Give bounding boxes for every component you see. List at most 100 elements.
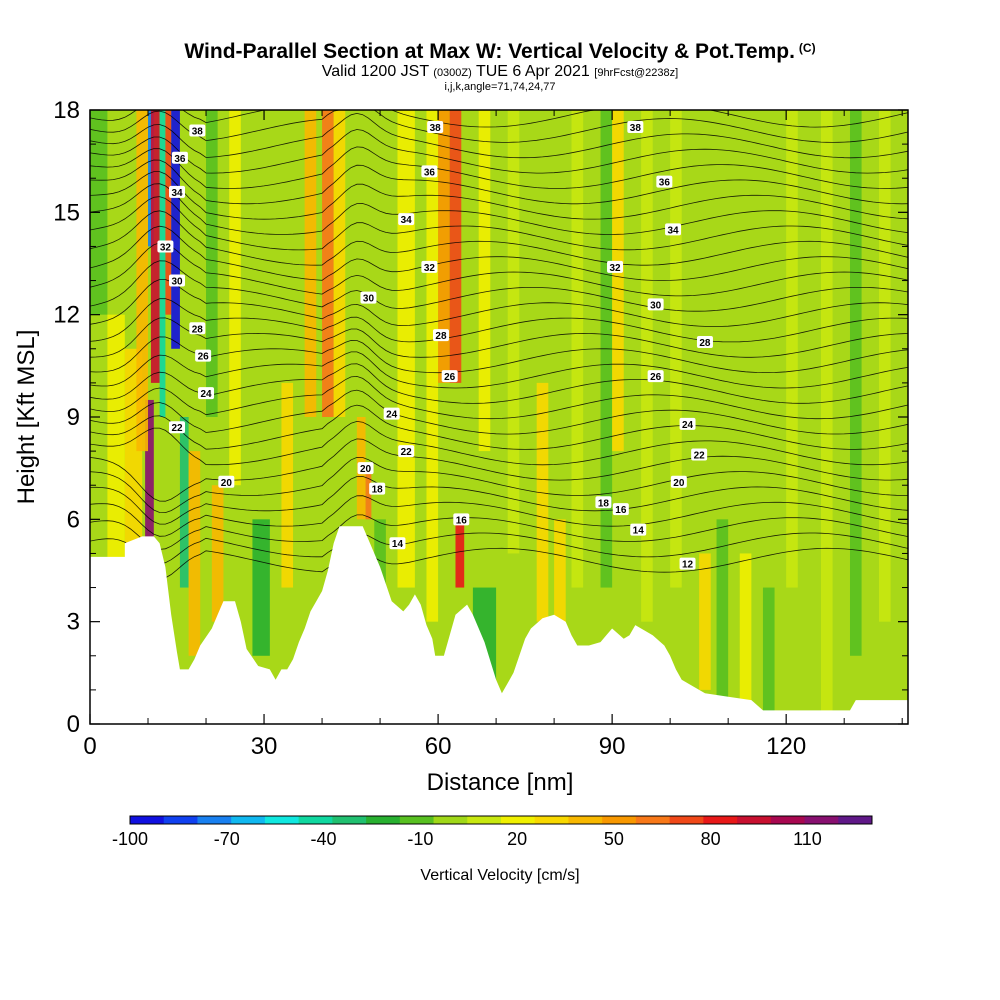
colorbar-swatch — [298, 816, 333, 824]
contour-label-box — [665, 223, 682, 236]
colorbar-swatch — [399, 816, 435, 824]
colorbar-swatch — [804, 816, 839, 824]
y-tick-label: 18 — [53, 97, 80, 124]
theta-contour-line — [90, 420, 908, 466]
colorbar-swatch — [501, 816, 536, 824]
contour-label: 32 — [160, 242, 172, 253]
contour-label: 28 — [699, 338, 711, 349]
contour-label-box — [696, 335, 713, 348]
contour-label-box — [670, 475, 687, 488]
contour-label: 30 — [363, 294, 375, 305]
theta-contour-line — [90, 171, 908, 220]
velocity-cell — [536, 382, 549, 622]
contour-label-box — [157, 240, 174, 253]
theta-contour-line — [90, 210, 908, 266]
velocity-cell — [762, 587, 775, 724]
colorbar-tick-label: -100 — [112, 829, 148, 849]
contour-label: 34 — [401, 215, 413, 226]
colorbar-swatch — [703, 816, 738, 824]
contour-label: 32 — [424, 263, 436, 274]
contour-label-box — [647, 370, 664, 383]
colorbar-swatch — [332, 816, 367, 824]
contour-label-box — [169, 274, 186, 287]
contour-label-box — [453, 513, 470, 526]
velocity-cell — [554, 519, 566, 656]
colorbar-swatch — [197, 816, 232, 824]
contour-label: 26 — [650, 372, 662, 383]
contour-label-box — [383, 407, 400, 420]
contour-label-box — [189, 124, 206, 137]
chart-indices: i,j,k,angle=71,74,24,77 — [444, 81, 556, 93]
theta-contour-line — [90, 456, 908, 514]
velocity-cell — [188, 451, 201, 656]
chart-title-tag: (C) — [798, 41, 816, 55]
colorbar-tick-label: 20 — [507, 829, 527, 849]
contour-label: 22 — [171, 423, 183, 434]
velocity-cell — [150, 110, 160, 383]
forecast-label: [9hrFcst@2238z] — [594, 67, 679, 79]
contour-label: 22 — [401, 447, 413, 458]
theta-contour-line — [90, 363, 908, 404]
theta-contour-line — [90, 514, 908, 550]
colorbar-swatch — [231, 816, 266, 824]
velocity-cell — [478, 110, 491, 452]
theta-contour-line — [90, 129, 908, 174]
colorbar-tick-label: -10 — [407, 829, 433, 849]
colorbar-tick-label: -40 — [311, 829, 337, 849]
y-tick-label: 6 — [67, 506, 80, 533]
velocity-cell — [571, 110, 584, 588]
plot-area: 38 38 38 36 36 36 34 34 34 32 32 32 30 30 30 28 28 28 26 26… — [90, 110, 908, 724]
velocity-cell — [145, 399, 154, 588]
contour-label: 20 — [673, 478, 685, 489]
contour-label: 14 — [392, 539, 404, 550]
velocity-cell — [211, 485, 224, 622]
contour-label: 22 — [694, 451, 706, 462]
valid-prefix: Valid 1200 JST — [321, 63, 429, 80]
contour-label: 36 — [424, 167, 436, 178]
contour-label-box — [398, 445, 415, 458]
chart-title: Wind-Parallel Section at Max W: Vertical… — [0, 36, 1000, 64]
colorbar-swatch — [635, 816, 671, 824]
velocity-cell — [365, 468, 372, 520]
valid-utc: (0300Z) — [433, 67, 472, 79]
colorbar-swatch — [838, 816, 873, 824]
theta-contour-line — [90, 547, 908, 580]
colorbar-swatch — [130, 816, 165, 824]
velocity-cell — [438, 110, 450, 383]
theta-contour-line — [90, 183, 908, 235]
velocity-cell — [333, 110, 346, 417]
theta-contour-line — [90, 495, 908, 537]
colorbar-swatch — [534, 816, 569, 824]
contour-label: 18 — [372, 485, 384, 496]
theta-contour-line — [90, 159, 908, 205]
colorbar: -100 -70 -40 -10 20 50 80 110 — [112, 815, 873, 849]
velocity-cell — [136, 110, 149, 452]
contour-label: 16 — [456, 515, 468, 526]
contour-label-box — [595, 496, 612, 509]
contour-label: 38 — [630, 123, 642, 134]
velocity-cell — [699, 553, 711, 690]
theta-contour-line — [90, 389, 908, 435]
theta-contours — [90, 110, 908, 580]
velocity-cell — [165, 110, 172, 315]
contour-label-box — [169, 185, 186, 198]
contour-label-box — [171, 151, 188, 164]
contour-label-box — [427, 121, 444, 134]
theta-contour-line — [90, 110, 908, 128]
contour-label-box — [630, 523, 647, 536]
contour-label: 32 — [609, 263, 621, 274]
y-tick-label: 0 — [67, 711, 80, 738]
x-tick-label: 60 — [425, 733, 452, 760]
contour-label: 26 — [444, 372, 456, 383]
theta-contour-line — [90, 298, 908, 343]
contour-label-box — [189, 322, 206, 335]
colorbar-frame — [129, 815, 873, 825]
contour-label-box — [679, 557, 696, 570]
x-tick-label: 90 — [599, 733, 626, 760]
valid-date: TUE 6 Apr 2021 — [475, 63, 590, 80]
y-axis-label: Height [Kft MSL] — [13, 330, 40, 505]
theta-contour-line — [90, 475, 908, 525]
theta-contour-line — [90, 375, 908, 420]
velocity-cell — [786, 110, 798, 588]
velocity-cell — [716, 519, 729, 724]
